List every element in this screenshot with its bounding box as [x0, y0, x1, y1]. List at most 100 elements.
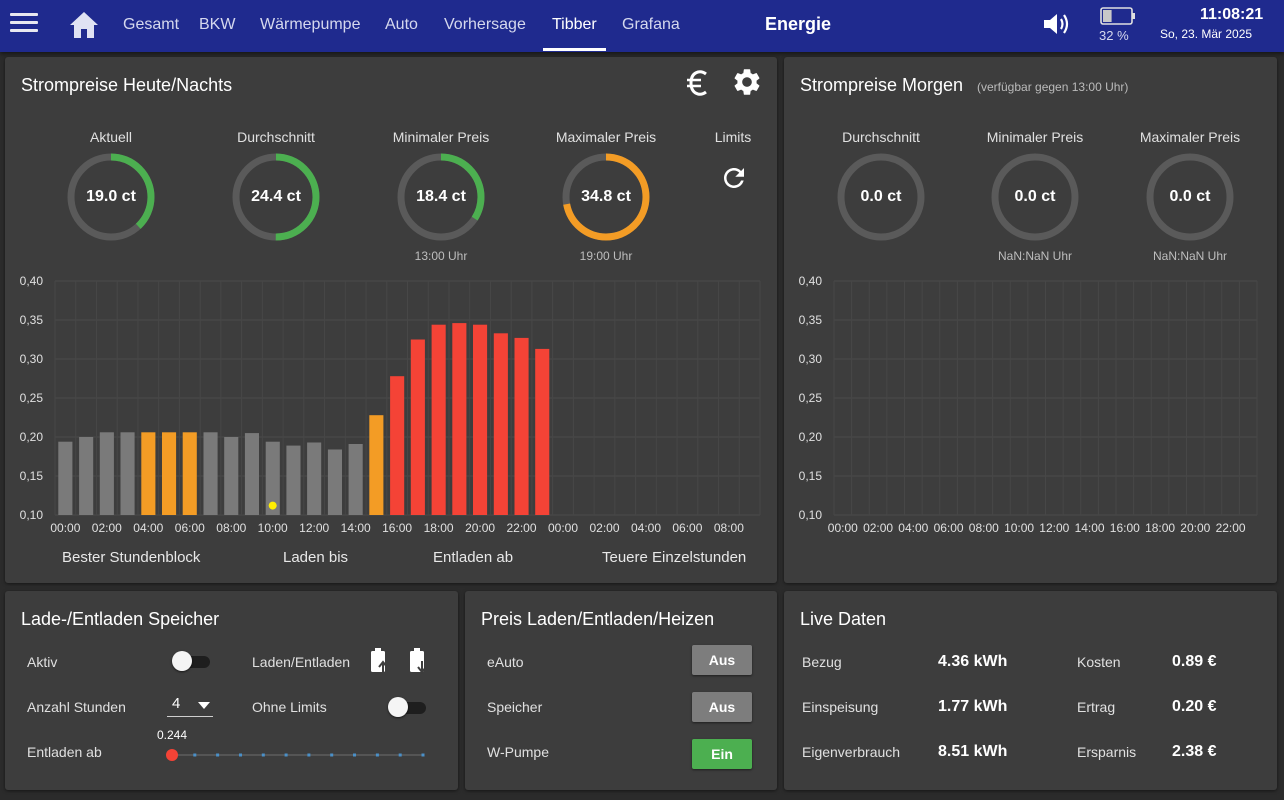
- gauge-label-durchschnitt: Durchschnitt: [842, 129, 920, 145]
- eauto-label: eAuto: [487, 654, 524, 670]
- legend-teure-einzelstunden: Teuere Einzelstunden: [602, 549, 747, 566]
- ertrag-value: 0.20 €: [1172, 698, 1217, 715]
- today-price-chart: 0,40 0,35 0,30 0,25 0,20 0,15 0,10 00:00 02:00 04…: [20, 274, 761, 535]
- tab-gesamt[interactable]: Gesamt: [123, 16, 180, 33]
- gauge-value-minimaler-preis: 0.0 ct: [1014, 188, 1056, 205]
- storage-panel: [5, 591, 458, 790]
- price-bar: [452, 323, 467, 515]
- ertrag-label: Ertrag: [1077, 699, 1116, 715]
- slider-thumb[interactable]: [166, 749, 178, 761]
- gauge-label-maximaler-preis: Maximaler Preis: [1139, 129, 1241, 145]
- price-bar: [141, 432, 156, 515]
- aktiv-label: Aktiv: [27, 654, 58, 670]
- live-panel-title: Live Daten: [800, 609, 887, 629]
- y-tick-label: 0,40: [20, 274, 44, 288]
- slider-step-mark: [284, 753, 288, 757]
- home-icon[interactable]: [68, 10, 100, 40]
- gauge-ring-maximaler-preis: [1146, 153, 1234, 241]
- refresh-icon[interactable]: [719, 163, 749, 193]
- battery-icon: [1100, 7, 1135, 25]
- slider-step-mark: [239, 753, 242, 757]
- slider-step-mark: [421, 753, 425, 757]
- volume-icon[interactable]: [1042, 11, 1072, 37]
- gauge-value-durchschnitt: 0.0 ct: [860, 188, 902, 205]
- ohne-limits-label: Ohne Limits: [252, 699, 327, 715]
- clock-time: 11:08:21: [1200, 6, 1264, 23]
- entladen-ab-label: Entladen ab: [27, 744, 102, 760]
- kosten-value: 0.89 €: [1172, 653, 1217, 670]
- y-tick-label: 0,20: [20, 430, 44, 444]
- legend-laden-bis: Laden bis: [283, 549, 349, 566]
- y-tick-label: 0,35: [799, 313, 823, 327]
- tab-bkw[interactable]: BKW: [199, 16, 236, 33]
- x-tick-label: 22:00: [506, 521, 536, 535]
- gauge-label-minimaler-preis: Minimaler Preis: [986, 129, 1084, 145]
- x-tick-label: 04:00: [631, 521, 661, 535]
- gauge-label-aktuell: Aktuell: [89, 129, 133, 145]
- x-tick-label: 08:00: [216, 521, 246, 535]
- current-hour-marker: [268, 501, 277, 510]
- price-bar: [493, 333, 508, 515]
- x-tick-label: 16:00: [1110, 521, 1140, 535]
- gauge-arc-minimaler-preis: [397, 153, 485, 241]
- y-tick-label: 0,10: [20, 508, 44, 522]
- price-bar: [307, 442, 322, 515]
- gauge-ring-durchschnitt: [232, 153, 320, 241]
- speicher-label: Speicher: [487, 699, 543, 715]
- slider-step-mark: [398, 753, 402, 757]
- gauge-value-maximaler-preis: 0.0 ct: [1169, 188, 1211, 205]
- entladen-ab-slider[interactable]: [160, 746, 435, 764]
- euro-icon[interactable]: [686, 68, 710, 98]
- y-tick-label: 0,30: [799, 352, 823, 366]
- y-tick-label: 0,10: [799, 508, 823, 522]
- speicher-button[interactable]: Aus: [692, 692, 752, 722]
- tomorrow-price-chart: 0,40 0,35 0,30 0,25 0,20 0,15 0,10 00:00 02:00 04…: [799, 274, 1258, 535]
- x-tick-label: 20:00: [465, 521, 495, 535]
- wpumpe-label: W-Pumpe: [487, 744, 549, 760]
- slider-step-mark: [330, 753, 334, 757]
- eauto-button[interactable]: Aus: [692, 645, 752, 675]
- anzahl-stunden-value: 4: [172, 695, 181, 712]
- gauge-time-minimaler-preis: 13:00 Uhr: [414, 249, 468, 263]
- gauge-value-minimaler-preis: 18.4 ct: [416, 188, 466, 205]
- tab-waermepumpe[interactable]: Wärmepumpe: [260, 16, 361, 33]
- gauge-value-maximaler-preis: 34.8 ct: [581, 188, 631, 205]
- aktiv-toggle[interactable]: [172, 651, 212, 671]
- ohne-limits-toggle[interactable]: [388, 697, 428, 717]
- x-tick-label: 12:00: [299, 521, 329, 535]
- price-bar: [327, 449, 342, 515]
- x-tick-label: 02:00: [92, 521, 122, 535]
- price-bar: [535, 348, 550, 515]
- x-tick-label: 10:00: [258, 521, 288, 535]
- tab-tibber[interactable]: Tibber: [552, 16, 597, 33]
- tomorrow-availability-note: (verfügbar gegen 13:00 Uhr): [977, 80, 1129, 94]
- gauge-ring-minimaler-preis: [991, 153, 1079, 241]
- legend-bester-stundenblock: Bester Stundenblock: [62, 549, 201, 566]
- x-tick-label: 10:00: [1004, 521, 1034, 535]
- gauge-ring-aktuell: [67, 153, 155, 241]
- hamburger-menu-icon[interactable]: [10, 13, 38, 37]
- x-tick-label: 22:00: [1216, 521, 1246, 535]
- gauge-label-minimaler-preis: Minimaler Preis: [392, 129, 490, 145]
- storage-panel-title: Lade-/Entladen Speicher: [21, 609, 220, 629]
- price-bar: [244, 433, 259, 515]
- clock-date: So, 23. Mär 2025: [1160, 27, 1253, 41]
- x-tick-label: 08:00: [969, 521, 999, 535]
- anzahl-stunden-select[interactable]: 4: [167, 693, 213, 717]
- y-tick-label: 0,30: [20, 352, 44, 366]
- x-tick-label: 06:00: [175, 521, 205, 535]
- tab-vorhersage[interactable]: Vorhersage: [444, 16, 526, 33]
- price-bar: [182, 432, 197, 515]
- tab-grafana[interactable]: Grafana: [622, 16, 680, 33]
- settings-gear-icon[interactable]: [731, 66, 763, 98]
- wpumpe-button[interactable]: Ein: [692, 739, 752, 769]
- live-data-panel: [784, 591, 1277, 790]
- battery-charge-icon[interactable]: [369, 648, 389, 674]
- slider-step-mark: [353, 753, 356, 757]
- tab-auto[interactable]: Auto: [385, 16, 418, 33]
- y-tick-label: 0,40: [799, 274, 823, 288]
- battery-discharge-icon[interactable]: [408, 648, 428, 674]
- slider-value-label: 0.244: [157, 728, 188, 742]
- x-tick-label: 04:00: [133, 521, 163, 535]
- x-tick-label: 18:00: [1145, 521, 1175, 535]
